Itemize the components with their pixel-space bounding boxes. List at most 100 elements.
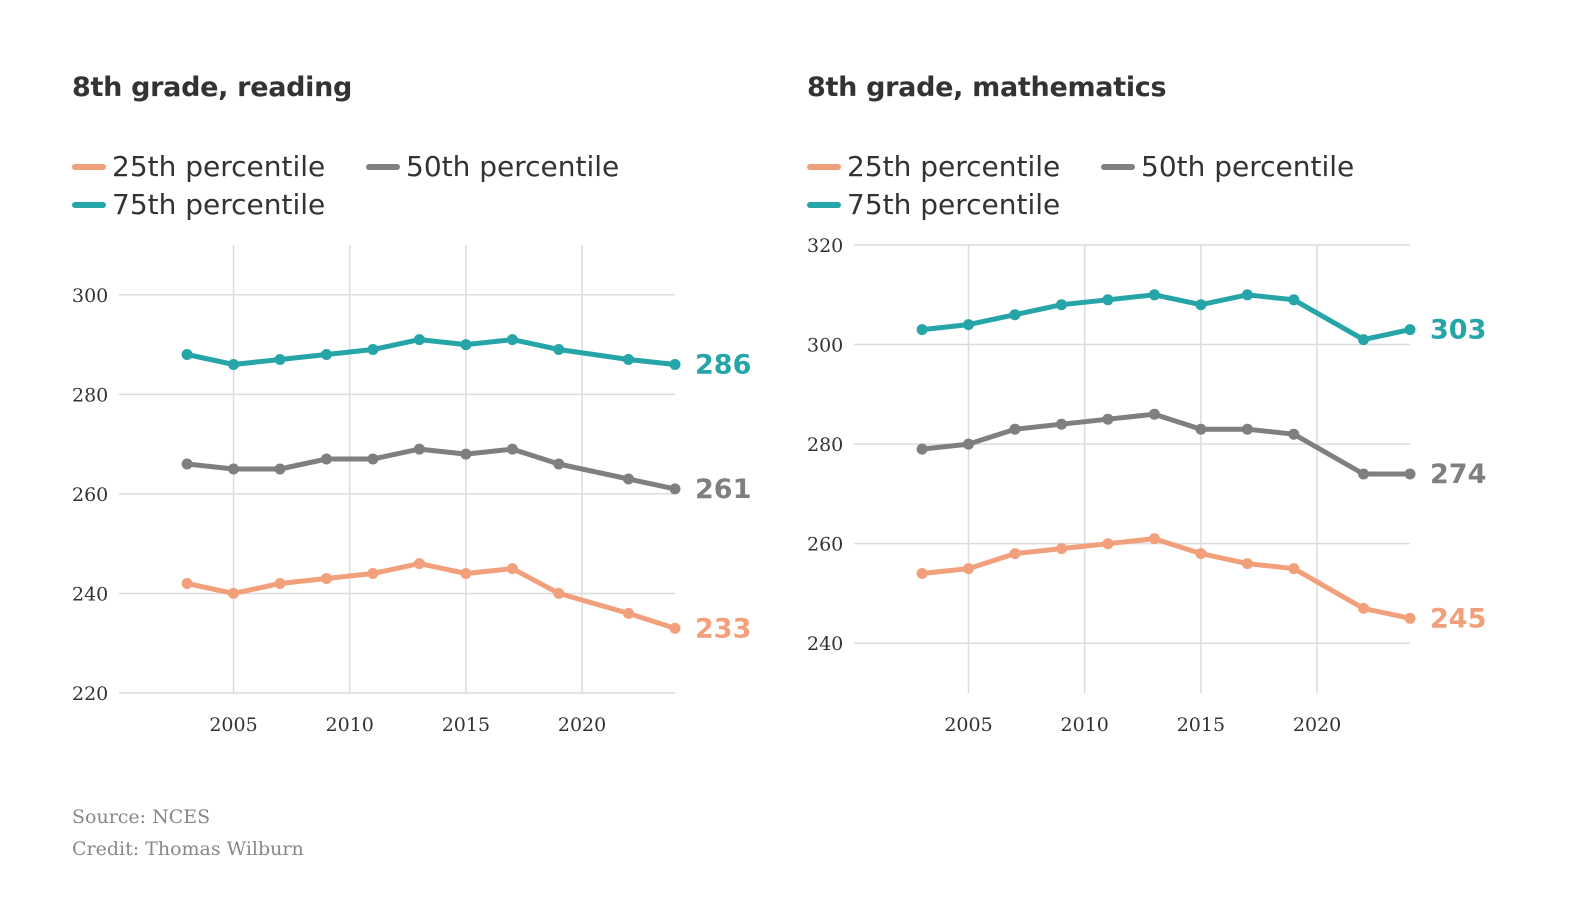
data-point: [553, 458, 565, 470]
series-line: [184, 561, 678, 631]
series-p75: [916, 289, 1416, 346]
data-point: [1358, 334, 1369, 346]
series-line: [919, 292, 1413, 343]
series-p50: [181, 443, 681, 495]
legend-swatch-75th: [807, 201, 841, 208]
legend-label: 75th percentile: [847, 188, 1061, 221]
legend-swatch-50th: [1101, 163, 1135, 170]
data-point: [1241, 558, 1253, 570]
x-tick-label: 2010: [1061, 714, 1109, 736]
data-point: [623, 607, 634, 619]
data-point: [413, 558, 425, 570]
data-point: [274, 463, 286, 475]
series-line: [184, 337, 678, 367]
y-tick-label: 300: [807, 335, 843, 357]
data-point: [181, 458, 193, 470]
data-point: [228, 463, 239, 475]
data-point: [367, 344, 379, 355]
x-tick-label: 2020: [1293, 714, 1341, 736]
series-p25: [916, 533, 1416, 624]
y-tick-label: 320: [807, 235, 843, 257]
y-tick-label: 280: [72, 384, 108, 406]
data-point: [1404, 324, 1416, 336]
x-tick-label: 2015: [442, 714, 490, 736]
legend-label: 25th percentile: [847, 150, 1061, 183]
data-point: [460, 448, 472, 460]
end-value-label: 233: [695, 613, 751, 644]
data-point: [321, 349, 332, 360]
data-point: [506, 563, 518, 575]
data-point: [1102, 413, 1114, 425]
data-point: [963, 563, 974, 575]
reading-line-chart: 2005 2010 2015 2020 220 240 260 280 300 233 261 286: [72, 245, 751, 736]
data-point: [460, 568, 472, 579]
end-value-label: 245: [1430, 603, 1486, 634]
data-point: [181, 349, 193, 360]
data-point: [1195, 423, 1207, 435]
data-point: [321, 573, 332, 584]
data-point: [669, 359, 681, 370]
data-point: [506, 443, 518, 455]
data-point: [367, 453, 379, 465]
y-tick-label: 260: [72, 484, 108, 506]
data-point: [367, 568, 379, 579]
data-point: [321, 453, 332, 465]
data-point: [1009, 309, 1021, 321]
y-tick-label: 220: [72, 683, 108, 705]
data-point: [1288, 563, 1300, 575]
chart-title: 8th grade, reading: [72, 72, 353, 103]
legend-label: 50th percentile: [1141, 150, 1355, 183]
data-point: [228, 587, 239, 599]
data-point: [1009, 423, 1021, 435]
data-point: [669, 622, 681, 634]
data-point: [1056, 543, 1067, 555]
legend-item-50th: 50th percentile: [366, 150, 619, 183]
data-point: [916, 443, 928, 455]
data-point: [1056, 418, 1067, 430]
series-p25: [181, 558, 681, 634]
data-point: [460, 339, 472, 351]
source-note: Source: NCES: [72, 806, 211, 828]
y-tick-label: 280: [807, 434, 843, 456]
data-point: [506, 334, 518, 346]
data-point: [963, 319, 974, 331]
data-point: [1288, 428, 1300, 440]
data-point: [1288, 294, 1300, 306]
data-point: [1241, 423, 1253, 435]
chart-title: 8th grade, mathematics: [807, 72, 1167, 103]
data-point: [1358, 602, 1369, 614]
data-point: [1404, 468, 1416, 480]
legend-item-50th: 50th percentile: [1101, 150, 1354, 183]
data-point: [1056, 299, 1067, 311]
data-point: [413, 443, 425, 455]
data-point: [1148, 289, 1160, 301]
series-p50: [916, 408, 1416, 480]
data-point: [228, 359, 239, 370]
y-tick-label: 260: [807, 534, 843, 556]
reading-chart-panel: 8th grade, reading 25th percentile 50th …: [72, 0, 832, 780]
data-point: [553, 587, 565, 599]
end-value-label: 303: [1430, 315, 1486, 346]
grid-lines: [854, 244, 1410, 693]
y-tick-label: 240: [807, 633, 843, 655]
legend-item-75th: 75th percentile: [72, 188, 325, 221]
data-point: [1148, 408, 1160, 420]
data-point: [1358, 468, 1369, 480]
data-point: [669, 483, 681, 495]
legend-swatch-50th: [366, 163, 400, 170]
data-point: [916, 568, 928, 579]
x-tick-label: 2005: [209, 714, 257, 736]
legend-item-25th: 25th percentile: [807, 150, 1060, 183]
legend-label: 75th percentile: [112, 188, 326, 221]
data-point: [553, 344, 565, 355]
mathematics-line-chart: 2005 2010 2015 2020 240 260 280 300 320 245 274 303: [807, 235, 1486, 736]
data-point: [181, 578, 193, 589]
end-value-label: 286: [695, 349, 751, 380]
data-point: [1404, 612, 1416, 624]
data-point: [1241, 289, 1253, 301]
y-tick-label: 300: [72, 285, 108, 307]
credit-note: Credit: Thomas Wilburn: [72, 838, 304, 860]
end-value-label: 261: [695, 474, 751, 505]
data-point: [916, 324, 928, 336]
data-point: [623, 354, 634, 365]
